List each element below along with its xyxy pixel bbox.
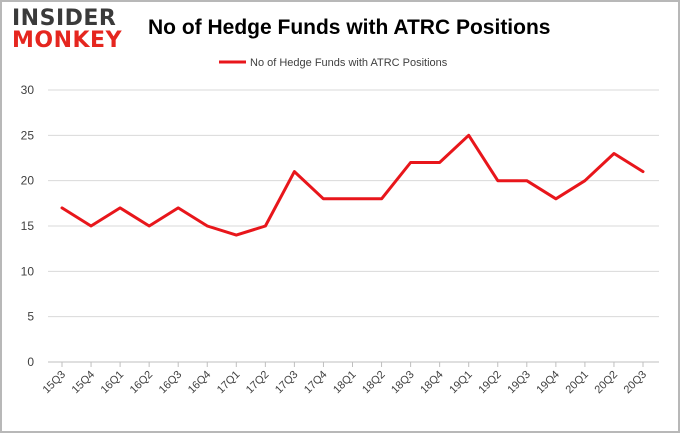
x-tick-label: 18Q3 (389, 369, 417, 397)
y-tick-label: 20 (21, 174, 35, 188)
y-tick-label: 25 (21, 128, 35, 142)
logo-text-monkey: MONKEY (12, 28, 123, 53)
x-tick-label: 17Q4 (302, 369, 330, 397)
x-tick-label: 19Q4 (534, 369, 562, 397)
series-layer (60, 133, 645, 237)
y-tick-label: 5 (27, 310, 34, 324)
x-tick-label: 16Q2 (128, 369, 156, 397)
x-tick-label: 17Q3 (273, 369, 301, 397)
logo-text-insider: INSIDER (12, 6, 117, 31)
y-tick-label: 15 (21, 219, 35, 233)
x-tick-label: 16Q1 (99, 369, 127, 397)
x-tick-label: 20Q3 (622, 369, 650, 397)
x-tick-label: 17Q1 (215, 369, 243, 397)
x-tick-label: 15Q3 (41, 369, 69, 397)
x-tick-label: 20Q2 (593, 369, 621, 397)
insider-monkey-logo: INSIDER MONKEY (12, 8, 132, 54)
y-tick-label: 0 (27, 355, 34, 369)
y-tick-label: 10 (21, 264, 35, 278)
legend-label: No of Hedge Funds with ATRC Positions (250, 57, 448, 69)
x-tick-label: 20Q1 (563, 369, 591, 397)
y-axis-ticks: 0 5 10 15 20 25 30 (21, 83, 35, 369)
gridlines (48, 89, 659, 363)
x-tick-label: 16Q4 (186, 369, 214, 397)
x-tick-label: 16Q3 (157, 369, 185, 397)
chart-title: No of Hedge Funds with ATRC Positions (148, 16, 551, 39)
y-tick-label: 30 (21, 83, 35, 97)
x-axis-ticks: 15Q3 15Q4 16Q1 16Q2 16Q3 16Q4 17Q1 17Q2 17Q3 17Q4… (41, 362, 650, 397)
x-tick-label: 19Q1 (447, 369, 475, 397)
legend: No of Hedge Funds with ATRC Positions (219, 57, 448, 69)
x-tick-label: 18Q1 (331, 369, 359, 397)
x-tick-label: 15Q4 (70, 369, 98, 397)
series-line (60, 133, 645, 237)
x-tick-label: 17Q2 (244, 369, 272, 397)
x-tick-label: 18Q4 (418, 369, 446, 397)
x-tick-label: 18Q2 (360, 369, 388, 397)
x-tick-label: 19Q2 (476, 369, 504, 397)
x-tick-label: 19Q3 (505, 369, 533, 397)
